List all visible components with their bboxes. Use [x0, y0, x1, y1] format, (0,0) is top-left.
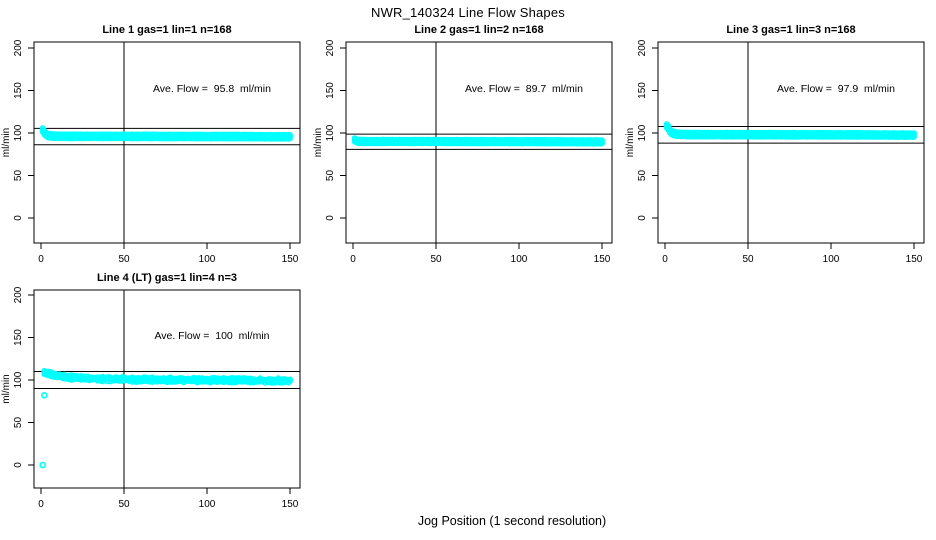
y-tick-label: 0: [13, 215, 24, 221]
x-tick-label: 0: [38, 254, 44, 265]
annotation-ave-flow: Ave. Flow = 89.7 ml/min: [465, 83, 583, 95]
y-tick-label: 150: [325, 82, 336, 99]
panel-line-3: Line 3 gas=1 lin=3 n=168 0 50 100 150 200 ml/m…: [625, 24, 925, 265]
panel-line-4: Line 4 (LT) gas=1 lin=4 n=3 0 50 100 150 200 m…: [1, 272, 301, 510]
panel-title: Line 3 gas=1 lin=3 n=168: [726, 24, 855, 36]
plot-box: [33, 41, 301, 244]
outlier-point: [41, 391, 48, 399]
y-tick-label: 0: [637, 215, 648, 221]
x-tick-label: 0: [662, 254, 668, 265]
y-tick-label: 200: [13, 39, 24, 56]
annotation-ave-flow: Ave. Flow = 95.8 ml/min: [153, 83, 271, 95]
panel-title: Line 2 gas=1 lin=2 n=168: [414, 24, 543, 36]
y-axis-title: ml/min: [625, 128, 636, 157]
y-tick-label: 100: [637, 124, 648, 141]
y-axis-title: ml/min: [313, 128, 324, 157]
panel-title: Line 1 gas=1 lin=1 n=168: [102, 24, 231, 36]
y-tick-label: 50: [13, 417, 24, 429]
data-point: [599, 137, 605, 144]
y-tick-label: 100: [325, 124, 336, 141]
y-tick-label: 100: [13, 371, 24, 388]
y-tick-label: 100: [13, 124, 24, 141]
x-tick-label: 150: [594, 254, 611, 265]
outlier-point: [39, 461, 46, 469]
plot-box: [657, 41, 925, 244]
x-tick-label: 100: [199, 254, 216, 265]
plot-box: [345, 41, 613, 244]
data-points: [351, 135, 605, 147]
y-axis-title: ml/min: [1, 128, 12, 157]
data-points: [663, 121, 917, 141]
y-tick-label: 200: [637, 39, 648, 56]
y-tick-label: 150: [13, 329, 24, 346]
figure-title: NWR_140324 Line Flow Shapes: [370, 5, 565, 20]
x-tick-label: 150: [282, 499, 299, 510]
x-tick-label: 0: [38, 499, 44, 510]
y-tick-label: 50: [637, 170, 648, 182]
y-tick-label: 150: [13, 82, 24, 99]
data-points: [41, 367, 293, 386]
x-tick-label: 100: [199, 499, 216, 510]
panel-line-1: Line 1 gas=1 lin=1 n=168 0 50 100 150 200 ml/m…: [1, 24, 301, 265]
x-tick-label: 150: [282, 254, 299, 265]
y-tick-label: 50: [325, 170, 336, 182]
annotation-ave-flow: Ave. Flow = 97.9 ml/min: [777, 83, 895, 95]
x-tick-label: 50: [430, 254, 442, 265]
data-points: [39, 125, 293, 142]
plot-box: [33, 289, 301, 489]
y-tick-label: 150: [637, 82, 648, 99]
x-tick-label: 100: [823, 254, 840, 265]
y-tick-label: 200: [13, 286, 24, 303]
x-tick-label: 0: [350, 254, 356, 265]
x-tick-label: 50: [118, 499, 130, 510]
y-tick-label: 0: [325, 215, 336, 221]
annotation-ave-flow: Ave. Flow = 100 ml/min: [154, 330, 269, 342]
x-tick-label: 100: [511, 254, 528, 265]
y-tick-label: 50: [13, 170, 24, 182]
panel-title: Line 4 (LT) gas=1 lin=4 n=3: [97, 272, 237, 284]
y-axis-title: ml/min: [1, 374, 12, 403]
data-point: [287, 131, 293, 138]
x-axis-label: Jog Position (1 second resolution): [417, 514, 607, 528]
x-tick-label: 50: [118, 254, 130, 265]
x-tick-label: 50: [742, 254, 754, 265]
data-point: [911, 130, 917, 137]
y-tick-label: 0: [13, 462, 24, 468]
y-tick-label: 200: [325, 39, 336, 56]
data-point: [287, 376, 293, 383]
panel-line-2: Line 2 gas=1 lin=2 n=168 0 50 100 150 200 ml/m…: [313, 24, 613, 265]
x-tick-label: 150: [906, 254, 923, 265]
